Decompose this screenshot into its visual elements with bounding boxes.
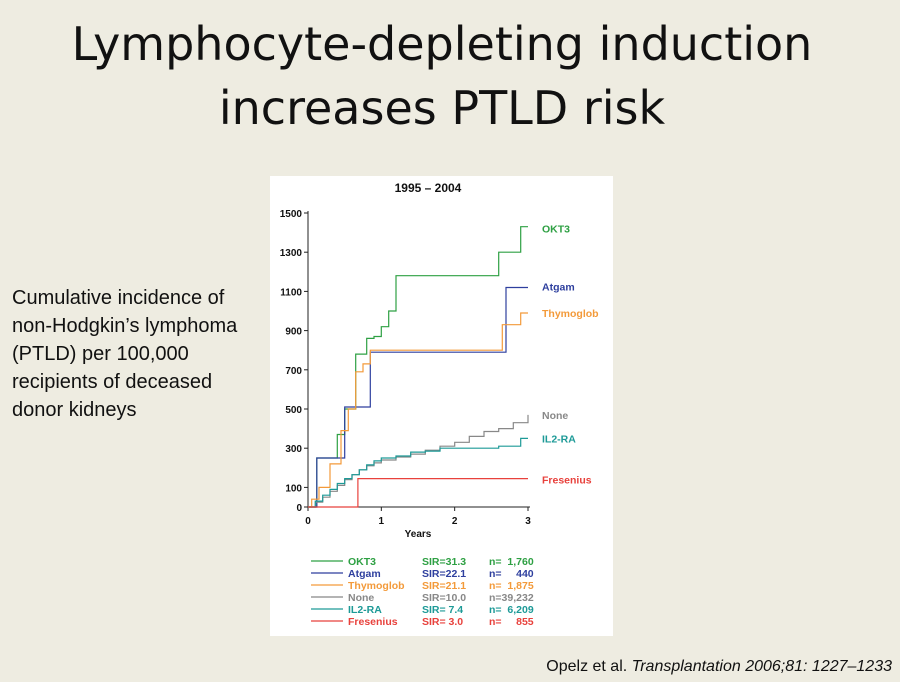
legend-name: IL2-RA	[348, 604, 382, 616]
chart-figure: 1995 – 2004 0 100 300 500 700 900 1100 1300 1500 0…	[270, 176, 613, 636]
citation-journal: Transplantation 2006;81: 1227–1233	[631, 658, 892, 675]
legend-name: None	[348, 592, 374, 604]
legend-n: n= 6,209	[489, 604, 534, 616]
citation: Opelz et al. Transplantation 2006;81: 12…	[546, 658, 892, 676]
y-tick-label: 500	[285, 405, 302, 416]
chart-title: 1995 – 2004	[395, 181, 462, 195]
y-tick-label: 1500	[280, 209, 303, 220]
slide-title: Lymphocyte-depleting induction increases…	[0, 12, 884, 140]
series-line-fresenius	[308, 478, 528, 508]
y-tick-label: 700	[285, 366, 302, 377]
series-label-atgam: Atgam	[542, 281, 575, 293]
legend-name: Thymoglob	[348, 580, 405, 592]
slide-title-line-1: Lymphocyte-depleting induction	[71, 17, 813, 71]
legend-sir: SIR= 7.4	[422, 604, 463, 616]
caption-text: Cumulative incidence of non-Hodgkin’s ly…	[12, 287, 238, 421]
series-label-thymoglob: Thymoglob	[542, 308, 599, 320]
legend-n: n= 1,760	[489, 556, 534, 568]
citation-authors: Opelz et al.	[546, 658, 632, 675]
y-tick-label: 300	[285, 444, 302, 455]
series-line-thymoglob	[308, 312, 528, 508]
legend-sir: SIR= 3.0	[422, 616, 463, 628]
y-tick-label: 1100	[280, 287, 302, 298]
legend-sir: SIR=22.1	[422, 568, 466, 580]
y-tick-label: 1300	[280, 248, 303, 259]
x-tick-label: 3	[525, 516, 531, 527]
x-tick-label: 0	[305, 516, 311, 527]
chart-svg: 1995 – 2004 0 100 300 500 700 900 1100 1300 1500 0…	[280, 181, 599, 628]
legend-n: n= 855	[489, 616, 534, 628]
legend-n: n= 1,875	[489, 580, 534, 592]
legend-sir: SIR=10.0	[422, 592, 466, 604]
series-label-okt3: OKT3	[542, 224, 570, 236]
x-tick-label: 1	[379, 516, 385, 527]
slide-title-line-2: increases PTLD risk	[218, 81, 666, 135]
series-line-okt3	[308, 226, 528, 508]
x-axis-label: Years	[405, 529, 432, 540]
series-label-none: None	[542, 410, 568, 422]
y-tick-label: 100	[285, 483, 302, 494]
legend-n: n= 440	[489, 568, 534, 580]
y-tick-label: 900	[285, 327, 302, 338]
series-line-il2-ra	[308, 437, 528, 508]
x-tick-label: 2	[452, 516, 458, 527]
legend-name: OKT3	[348, 556, 376, 568]
legend-name: Fresenius	[348, 616, 398, 628]
legend-name: Atgam	[348, 568, 381, 580]
legend-sir: SIR=21.1	[422, 580, 466, 592]
series-label-fresenius: Fresenius	[542, 475, 592, 487]
series-label-il2-ra: IL2-RA	[542, 433, 576, 445]
series-line-atgam	[308, 286, 528, 508]
legend-sir: SIR=31.3	[422, 556, 466, 568]
y-tick-label: 0	[296, 503, 302, 514]
legend-n: n=39,232	[489, 592, 534, 604]
